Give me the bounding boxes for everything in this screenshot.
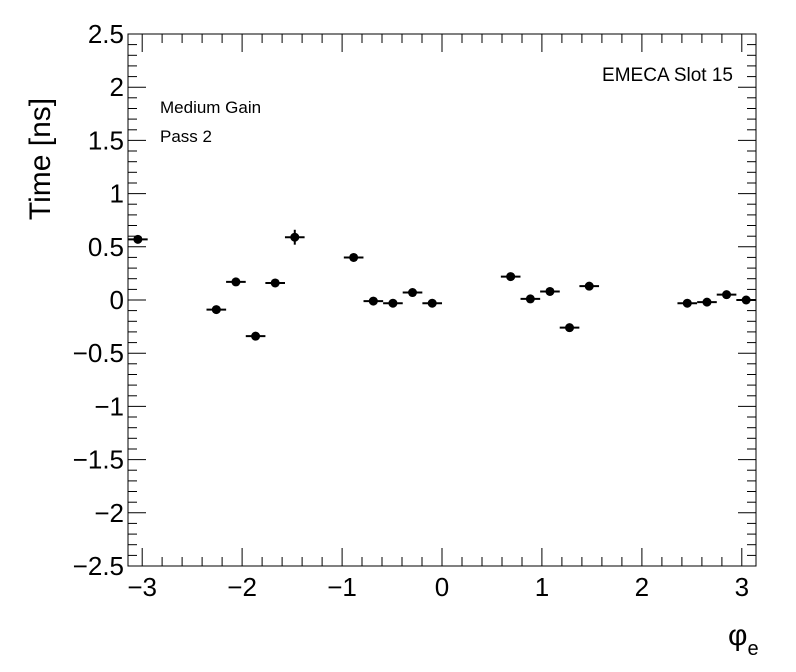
data-marker [290, 232, 300, 242]
data-point [579, 281, 600, 291]
x-tick-label: 3 [735, 572, 749, 602]
data-marker [211, 305, 221, 315]
data-marker [368, 296, 378, 306]
x-tick-label: 0 [435, 572, 449, 602]
data-point [226, 277, 246, 287]
data-point [422, 298, 443, 308]
data-marker [702, 297, 712, 307]
axis-ticks [128, 33, 756, 567]
data-marker [584, 281, 594, 291]
y-tick-label: 1.5 [88, 125, 124, 155]
data-marker [388, 298, 398, 308]
x-tick-label: −1 [327, 572, 357, 602]
data-point [363, 296, 384, 306]
x-tick-label: −3 [127, 572, 157, 602]
annotation-pass: Pass 2 [160, 127, 212, 146]
data-marker [506, 272, 516, 282]
y-tick-label: −0.5 [73, 338, 124, 368]
data-marker [682, 298, 692, 308]
data-marker [408, 288, 418, 298]
data-marker [545, 286, 555, 296]
data-marker [349, 252, 359, 262]
y-tick-label: −2.5 [73, 551, 124, 581]
data-marker [231, 277, 241, 287]
x-tick-label: 1 [535, 572, 549, 602]
data-point [540, 286, 560, 296]
x-tick-label: 2 [635, 572, 649, 602]
data-marker [133, 234, 143, 244]
y-axis-title: Time [ns] [24, 98, 57, 220]
data-point [402, 288, 423, 298]
axis-tick-labels: −2.5 −2 −1.5 −1 −0.5 0 0.5 1 1.5 2 2.5 −3 −2 −1 0 1 2 3 [73, 19, 749, 602]
data-point [677, 298, 698, 308]
y-tick-label: −2 [94, 498, 124, 528]
data-point [559, 323, 580, 333]
data-point [716, 290, 737, 300]
data-point [697, 297, 717, 307]
annotation-slot: EMECA Slot 15 [602, 65, 733, 86]
data-point [245, 331, 266, 341]
data-point [128, 234, 148, 244]
data-point [265, 278, 285, 288]
x-axis-title-symbol: φ [728, 619, 747, 652]
y-tick-label: −1.5 [73, 445, 124, 475]
y-tick-label: −1 [94, 391, 124, 421]
data-point [736, 295, 756, 305]
y-tick-label: 1 [110, 179, 124, 209]
data-marker [251, 331, 261, 341]
data-marker [722, 290, 732, 300]
y-tick-label: 0.5 [88, 232, 124, 262]
annotation-gain: Medium Gain [160, 98, 261, 117]
data-point [383, 298, 403, 308]
data-markers [128, 229, 756, 341]
y-tick-label: 2 [110, 72, 124, 102]
data-point [520, 294, 541, 304]
data-marker [270, 278, 280, 288]
data-point [284, 229, 305, 245]
data-point [500, 272, 521, 282]
y-tick-label: 0 [110, 285, 124, 315]
data-point [206, 305, 227, 315]
data-marker [427, 298, 437, 308]
x-axis-title-subscript: e [747, 638, 758, 660]
x-axis-title: φe [728, 619, 759, 660]
data-point [343, 252, 364, 262]
data-marker [565, 323, 575, 333]
y-tick-label: 2.5 [88, 19, 124, 49]
data-marker [741, 295, 751, 305]
x-tick-label: −2 [227, 572, 257, 602]
data-marker [525, 294, 535, 304]
